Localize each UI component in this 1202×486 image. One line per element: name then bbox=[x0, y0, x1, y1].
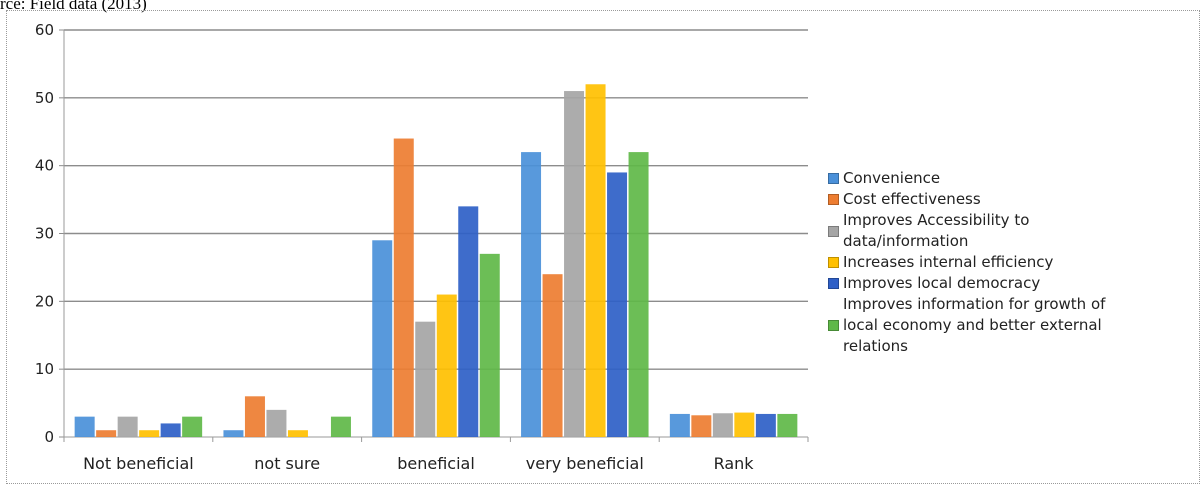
y-tick-label: 40 bbox=[35, 157, 54, 175]
legend-item: Increases internal efficiency bbox=[828, 252, 1198, 273]
x-category-label: very beneficial bbox=[526, 454, 644, 473]
bar bbox=[330, 416, 351, 437]
bar bbox=[542, 274, 563, 437]
bar bbox=[182, 416, 203, 437]
y-tick-label: 20 bbox=[35, 292, 54, 310]
legend-label: Improves information for growth of local … bbox=[843, 295, 1106, 355]
bar bbox=[755, 413, 776, 437]
bar bbox=[117, 416, 138, 437]
bar bbox=[287, 430, 308, 437]
bar bbox=[160, 423, 181, 437]
x-category-label: Not beneficial bbox=[83, 454, 194, 473]
legend-item: Improves Accessibility to data/informatio… bbox=[828, 210, 1198, 252]
x-category-label: Rank bbox=[714, 454, 755, 473]
bar bbox=[372, 240, 393, 437]
legend-label: Convenience bbox=[843, 169, 941, 187]
bar bbox=[585, 84, 606, 438]
bar bbox=[244, 396, 265, 437]
y-tick-label: 0 bbox=[44, 428, 54, 446]
bar bbox=[436, 294, 457, 437]
gridlines bbox=[59, 29, 809, 442]
y-axis-ticks: 0 10 20 30 40 50 60 bbox=[35, 21, 54, 446]
bar bbox=[223, 430, 244, 437]
bar bbox=[479, 253, 500, 437]
bar bbox=[393, 138, 414, 438]
x-category-label: not sure bbox=[254, 454, 320, 473]
bar bbox=[74, 416, 95, 437]
bar bbox=[669, 413, 690, 437]
legend-label: Increases internal efficiency bbox=[843, 253, 1054, 271]
bar bbox=[139, 430, 160, 437]
legend-swatch bbox=[828, 257, 839, 268]
bar bbox=[712, 413, 733, 437]
chart-frame bbox=[6, 10, 1200, 484]
legend-swatch bbox=[828, 225, 839, 237]
y-tick-label: 30 bbox=[35, 225, 54, 243]
legend-item: Convenience bbox=[828, 168, 1198, 189]
x-axis-labels: Not beneficial not sure beneficial very ben… bbox=[83, 454, 754, 473]
source-caption: rce: Field data (2013) bbox=[0, 0, 147, 13]
bars bbox=[74, 84, 798, 438]
y-tick-label: 50 bbox=[35, 89, 54, 107]
bar bbox=[415, 321, 436, 437]
legend-label: Cost effectiveness bbox=[843, 190, 981, 208]
y-tick-label: 60 bbox=[35, 21, 54, 39]
legend-item: Cost effectiveness bbox=[828, 189, 1198, 210]
legend-swatch bbox=[828, 173, 839, 184]
bar bbox=[777, 413, 798, 437]
bar bbox=[458, 206, 479, 437]
legend-label: Improves Accessibility to data/informatio… bbox=[843, 211, 1030, 250]
legend: Convenience Cost effectiveness Improves Ac… bbox=[828, 168, 1198, 357]
y-tick-label: 10 bbox=[35, 360, 54, 378]
legend-label: Improves local democracy bbox=[843, 274, 1041, 292]
legend-swatch bbox=[828, 278, 839, 289]
bar bbox=[734, 412, 755, 437]
bar bbox=[607, 172, 628, 437]
legend-item: Improves information for growth of local … bbox=[828, 294, 1198, 357]
legend-item: Improves local democracy bbox=[828, 273, 1198, 294]
bar bbox=[521, 152, 542, 437]
bar bbox=[628, 152, 649, 437]
bar bbox=[564, 91, 585, 438]
legend-swatch bbox=[828, 194, 839, 205]
bar bbox=[266, 409, 287, 437]
bar bbox=[96, 430, 117, 437]
bar bbox=[691, 415, 712, 437]
legend-swatch bbox=[828, 320, 839, 331]
x-category-label: beneficial bbox=[397, 454, 475, 473]
